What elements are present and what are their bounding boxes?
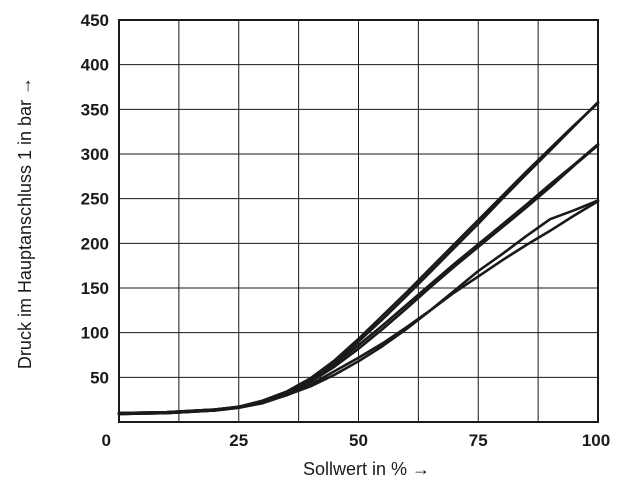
x-tick-label: 25	[229, 431, 248, 450]
x-tick-label: 50	[349, 431, 368, 450]
y-tick-label: 300	[81, 145, 109, 164]
y-tick-label: 200	[81, 234, 109, 253]
x-axis-label: Sollwert in % →	[303, 459, 430, 479]
x-tick-label: 100	[582, 431, 610, 450]
x-tick-label: 75	[469, 431, 488, 450]
y-tick-label: 450	[81, 11, 109, 30]
x-tick-label: 0	[102, 431, 111, 450]
y-tick-label: 250	[81, 190, 109, 209]
y-tick-label: 50	[90, 368, 109, 387]
curves	[117, 100, 600, 416]
y-tick-label: 150	[81, 279, 109, 298]
plot-frame	[118, 19, 599, 423]
pressure-curve-6	[117, 100, 600, 416]
y-tick-label: 100	[81, 324, 109, 343]
y-axis-label: Druck im Hauptanschluss 1 in bar →	[15, 77, 35, 369]
y-tick-label: 400	[81, 56, 109, 75]
y-tick-label: 350	[81, 100, 109, 119]
tick-labels: 0 25 50 75 100 50 100 150 200 250 300 350 400 450	[81, 11, 611, 450]
